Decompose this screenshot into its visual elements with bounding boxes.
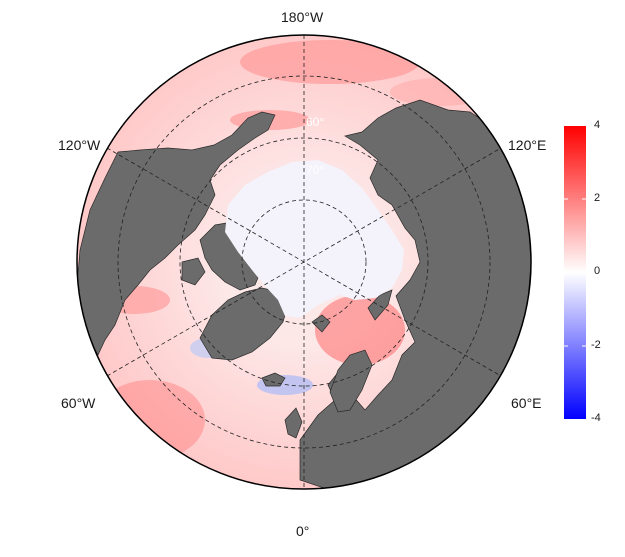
map-border: [76, 34, 532, 490]
lon-label-180w: 180°W: [281, 9, 324, 25]
lon-label-120e: 120°E: [508, 137, 547, 153]
colorbar-tick-marks: [564, 198, 586, 347]
colorbar-tick-label: 2: [594, 192, 601, 204]
lat-label-70: 70°: [306, 163, 325, 177]
land-masses: [77, 99, 531, 489]
colorbar-tick-label: -2: [591, 339, 601, 351]
colorbar-tick-label: 0: [594, 265, 601, 277]
lat-label-60: 60°: [306, 115, 325, 129]
lon-label-60e: 60°E: [511, 395, 542, 411]
lon-label-60w: 60°W: [61, 395, 96, 411]
colorbar: [564, 126, 586, 419]
colorbar-tick-label: -4: [591, 412, 601, 424]
graticule: [106, 35, 502, 489]
lon-label-0: 0°: [296, 523, 310, 539]
colorbar-tick-label: 4: [594, 119, 601, 131]
lon-label-120w: 120°W: [58, 137, 101, 153]
sea-ice: [225, 160, 404, 318]
